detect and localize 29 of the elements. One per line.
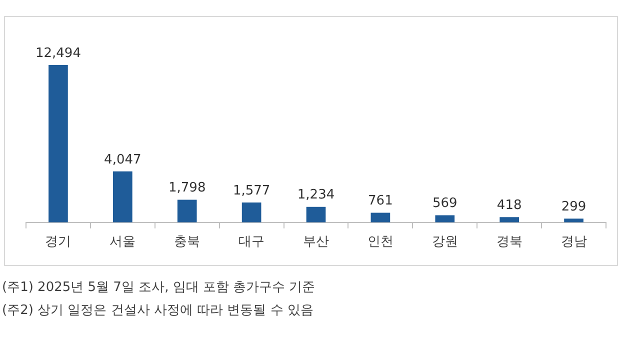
data-label: 4,047 bbox=[104, 152, 142, 168]
bar bbox=[306, 206, 326, 222]
text: (주1) 2025년 5월 7일 조사, 임대 포함 총가구수 기준 bbox=[2, 279, 316, 297]
x-tick-label: 인천 bbox=[367, 234, 394, 250]
data-label: 418 bbox=[496, 198, 522, 214]
bar bbox=[370, 212, 390, 222]
data-label: 1,577 bbox=[232, 183, 270, 198]
x-tick-label: 경기 bbox=[45, 234, 72, 250]
data-label: 1,234 bbox=[297, 188, 335, 203]
data-label: 299 bbox=[561, 200, 586, 215]
x-tick-label: 서울 bbox=[110, 234, 136, 250]
bar bbox=[242, 202, 262, 222]
bar bbox=[48, 64, 68, 222]
x-tick-label: 경북 bbox=[496, 234, 522, 250]
x-tick-label: 대구 bbox=[238, 234, 265, 250]
x-tick-label: 강원 bbox=[432, 234, 458, 250]
data-label: 12,494 bbox=[35, 46, 81, 61]
data-label: 569 bbox=[432, 196, 458, 212]
data-label: 1,798 bbox=[168, 180, 206, 196]
x-tick-label: 충북 bbox=[174, 234, 200, 250]
bar bbox=[500, 217, 519, 222]
bar bbox=[113, 171, 132, 222]
x-tick-label: 부산 bbox=[303, 234, 329, 250]
data-label: 761 bbox=[368, 194, 393, 209]
bar bbox=[435, 215, 455, 222]
x-tick-label: 경남 bbox=[560, 234, 587, 250]
bar bbox=[177, 200, 197, 222]
text: (주2) 상기 일정은 건설사 사정에 따라 변동될 수 있음 bbox=[2, 302, 314, 320]
bar bbox=[564, 218, 584, 222]
